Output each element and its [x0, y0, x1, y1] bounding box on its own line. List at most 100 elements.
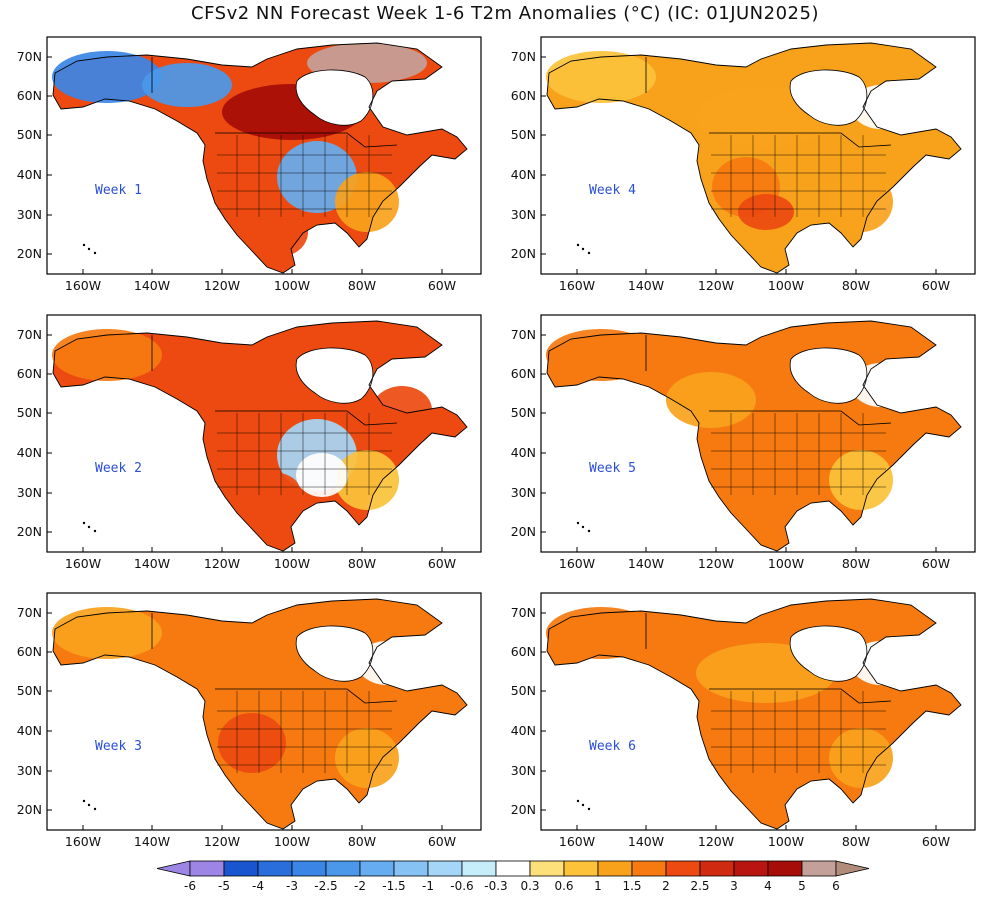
lat-tick-label: 20N — [511, 802, 536, 817]
anomaly-region — [546, 329, 656, 381]
colorbar-bin — [461, 860, 497, 877]
lon-tick-label: 160W — [65, 556, 101, 571]
lat-tick-label: 40N — [17, 723, 42, 738]
lon-tick-label: 100W — [274, 278, 310, 293]
lat-tick-label: 20N — [17, 246, 42, 261]
colorbar-bin — [427, 860, 463, 877]
week-label: Week 4 — [589, 183, 636, 198]
colorbar-label: -3 — [286, 879, 298, 893]
lat-tick-label: 20N — [511, 246, 536, 261]
colorbar-bin — [223, 860, 259, 877]
lat-tick-label: 40N — [511, 167, 536, 182]
lon-tick-label: 120W — [204, 834, 240, 849]
colorbar-label: 1 — [594, 879, 602, 893]
colorbar-label: -0.3 — [484, 879, 507, 893]
colorbar-label: 6 — [832, 879, 840, 893]
lon-tick-label: 140W — [134, 278, 170, 293]
colorbar-bin — [699, 860, 735, 877]
hawaii-island — [93, 529, 97, 533]
colorbar-bin — [189, 860, 225, 877]
anomaly-region — [296, 453, 348, 497]
colorbar-bin — [801, 860, 837, 877]
colorbar-label: 2 — [662, 879, 670, 893]
lon-tick-label: 140W — [628, 556, 664, 571]
map-panel: 70N 60N 50N 40N 30N 20N 160W 140W 120W 100W 80W 60W… — [17, 36, 482, 293]
anomaly-region — [142, 63, 232, 107]
lon-tick-label: 160W — [559, 556, 595, 571]
week-label: Week 3 — [95, 739, 142, 754]
lon-tick-label: 100W — [274, 834, 310, 849]
us-canada-border — [215, 132, 398, 148]
colorbar-bin — [325, 860, 361, 877]
lat-tick-label: 70N — [17, 49, 42, 64]
lat-tick-label: 60N — [17, 644, 42, 659]
lat-tick-label: 30N — [17, 485, 42, 500]
lon-tick-label: 80W — [348, 556, 376, 571]
map-panel: 70N 60N 50N 40N 30N 20N 160W 140W 120W 100W 80W 60W… — [17, 592, 482, 849]
colorbar-bin — [597, 860, 633, 877]
colorbar-label: 0.3 — [520, 879, 539, 893]
lon-tick-label: 120W — [698, 278, 734, 293]
lon-tick-label: 80W — [348, 278, 376, 293]
lon-tick-label: 120W — [204, 278, 240, 293]
hawaii-island — [82, 521, 86, 525]
anomaly-region — [335, 728, 399, 788]
lon-tick-label: 60W — [428, 834, 456, 849]
lon-tick-label: 80W — [842, 834, 870, 849]
lon-tick-label: 60W — [922, 556, 950, 571]
hawaii-island — [93, 251, 97, 255]
colorbar-label: 4 — [764, 879, 772, 893]
lon-tick-label: 80W — [842, 278, 870, 293]
anomaly-region — [52, 607, 162, 659]
hawaii-island — [87, 247, 91, 251]
lon-tick-label: 100W — [768, 834, 804, 849]
hawaii-island — [87, 525, 91, 529]
lat-tick-label: 30N — [511, 207, 536, 222]
anomaly-region — [218, 713, 286, 773]
colorbar-label: -1 — [422, 879, 434, 893]
lat-tick-label: 30N — [511, 485, 536, 500]
panel-grid: 70N 60N 50N 40N 30N 20N 160W 140W 120W 100W 80W 60W… — [17, 36, 976, 849]
panel-frame — [540, 36, 976, 275]
lon-tick-label: 100W — [768, 278, 804, 293]
anomaly-region — [52, 51, 162, 103]
anomaly-region — [546, 607, 656, 659]
lat-tick-label: 50N — [511, 127, 536, 142]
colorbar-bin — [767, 860, 803, 877]
colorbar-bin — [495, 860, 531, 877]
lon-tick-label: 100W — [274, 556, 310, 571]
colorbar-bin — [665, 860, 701, 877]
lon-tick-label: 120W — [698, 834, 734, 849]
panel-frame — [46, 36, 482, 275]
colorbar-bin — [359, 860, 395, 877]
colorbar-label: -0.6 — [450, 879, 473, 893]
colorbar-high-arrow — [835, 860, 870, 877]
panel-frame — [540, 314, 976, 553]
week-label: Week 6 — [589, 739, 636, 754]
lat-tick-label: 70N — [511, 605, 536, 620]
lon-tick-label: 60W — [428, 556, 456, 571]
lon-tick-label: 140W — [134, 556, 170, 571]
anomaly-region — [244, 472, 300, 508]
colorbar-bin — [631, 860, 667, 877]
anomaly-region — [335, 172, 399, 232]
anomaly-region — [829, 728, 893, 788]
lon-tick-label: 160W — [559, 278, 595, 293]
us-canada-border — [215, 688, 398, 704]
colorbar: -6 -5 -4 -3 -2.5 -2 -1.5 -1 -0.6 -0.3 0.3 0.6 1 1.5 2 2… — [156, 860, 870, 893]
hawaii-island — [576, 243, 580, 247]
anomaly-region — [546, 51, 656, 103]
lon-tick-label: 140W — [134, 834, 170, 849]
anomaly-region — [712, 713, 780, 773]
lon-tick-label: 80W — [348, 834, 376, 849]
anomaly-region — [712, 435, 780, 495]
week-label: Week 1 — [95, 183, 142, 198]
colorbar-label: -5 — [218, 879, 230, 893]
colorbar-label: 1.5 — [622, 879, 641, 893]
lat-tick-label: 20N — [511, 524, 536, 539]
anomaly-region — [829, 450, 893, 510]
lon-tick-label: 160W — [65, 278, 101, 293]
figure-title: CFSv2 NN Forecast Week 1-6 T2m Anomalies… — [191, 3, 819, 24]
lat-tick-label: 20N — [17, 802, 42, 817]
lat-tick-label: 30N — [17, 763, 42, 778]
